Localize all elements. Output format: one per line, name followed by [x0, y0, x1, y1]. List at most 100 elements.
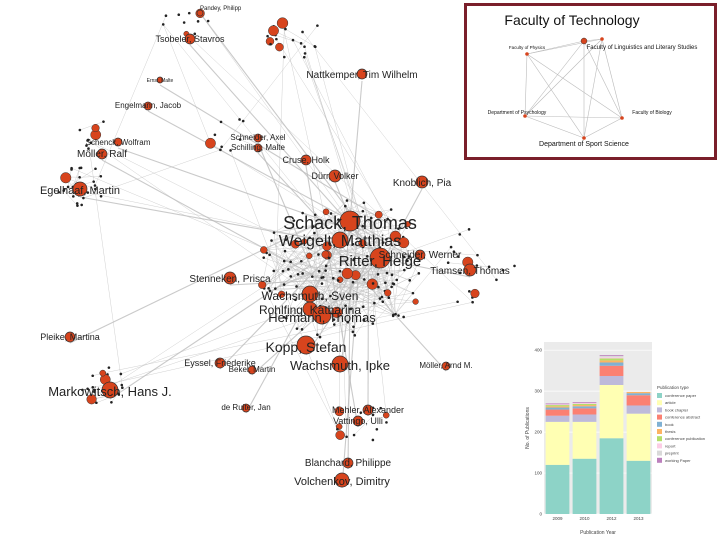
network-node: [389, 230, 402, 243]
network-node: [299, 259, 303, 263]
legend-swatch: [657, 436, 662, 442]
network-node: [96, 148, 108, 160]
network-edge: [374, 303, 387, 416]
legend-swatch: [657, 457, 662, 463]
network-edge: [257, 142, 312, 268]
network-node: [468, 290, 471, 293]
network-node: [283, 249, 287, 253]
network-node: [392, 313, 395, 317]
network-node: [57, 190, 61, 194]
network-node: [317, 253, 320, 256]
network-node-label: Mehler, Alexander: [332, 405, 404, 415]
network-node: [294, 298, 297, 302]
bar-segment: [545, 406, 570, 408]
network-node: [334, 406, 345, 417]
bar-segment: [626, 395, 651, 406]
y-axis-label: No. of Publications: [525, 407, 531, 449]
network-node: [397, 314, 400, 317]
network-edge: [302, 31, 497, 280]
network-node: [308, 236, 311, 240]
network-edge: [87, 139, 337, 313]
bar-segment: [545, 404, 570, 406]
network-edge: [362, 243, 364, 307]
bar-segment: [599, 375, 624, 385]
network-node: [82, 196, 85, 200]
network-node: [220, 145, 223, 149]
faculty-edge: [583, 117, 623, 139]
network-node: [78, 175, 81, 179]
network-node: [64, 331, 76, 343]
network-node: [268, 253, 271, 257]
network-node: [284, 316, 288, 320]
network-node: [317, 269, 321, 273]
network-node: [324, 269, 327, 272]
bar-segment: [545, 421, 570, 465]
network-node-label: Vattingo, Ulli: [333, 416, 383, 426]
network-node: [91, 386, 95, 389]
legend-swatch: [657, 393, 662, 398]
network-node: [458, 233, 462, 236]
network-node: [371, 282, 375, 285]
network-edge: [321, 298, 375, 304]
network-node: [406, 259, 409, 263]
network-edge: [276, 38, 404, 243]
network-edge: [339, 218, 388, 314]
network-node: [362, 201, 366, 205]
bar-segment: [626, 413, 651, 461]
network-node: [270, 239, 273, 242]
network-node: [205, 137, 216, 149]
network-node: [384, 289, 392, 297]
network-node: [70, 166, 73, 170]
network-node: [337, 218, 340, 221]
network-edge: [101, 159, 313, 276]
network-node: [302, 55, 306, 59]
network-node: [86, 191, 90, 194]
network-node: [120, 383, 124, 387]
network-node: [501, 268, 505, 272]
network-node: [341, 267, 353, 280]
network-node: [403, 268, 406, 272]
network-node: [373, 301, 376, 305]
x-tick-label: 2009: [552, 516, 563, 521]
network-node: [346, 320, 350, 324]
network-node: [381, 300, 385, 303]
network-edge: [290, 257, 330, 277]
network-edge: [273, 214, 379, 233]
faculty-edge: [524, 40, 585, 117]
network-node: [408, 255, 411, 258]
network-edge: [395, 246, 452, 315]
network-node: [241, 403, 251, 413]
network-node: [336, 279, 340, 282]
network-node: [359, 411, 363, 414]
network-node: [277, 290, 286, 299]
network-node: [247, 365, 257, 375]
network-node-label: Ritter, Helge: [339, 253, 422, 270]
network-node: [119, 372, 123, 376]
network-edge: [344, 80, 363, 279]
bar-segment: [599, 385, 624, 439]
network-edge: [384, 274, 393, 292]
network-node: [471, 300, 474, 304]
faculty-edge: [526, 38, 603, 55]
network-node-label: Markowitsch, Hans J.: [48, 384, 172, 399]
network-node: [349, 307, 353, 311]
faculty-edge: [524, 115, 585, 139]
network-node-label: Pandey, Philipp: [200, 6, 242, 12]
network-edge: [305, 165, 321, 250]
network-node: [266, 34, 269, 38]
legend-entry: conference abstract: [665, 415, 701, 420]
network-node: [361, 209, 365, 213]
network-node: [320, 276, 324, 279]
network-node: [281, 269, 285, 273]
bar-segment: [599, 355, 624, 358]
x-tick-label: 2012: [606, 516, 617, 521]
network-nodes: [57, 8, 516, 488]
legend-entry: report: [665, 443, 676, 448]
network-node: [287, 268, 290, 271]
network-node-label: Schneider, Werner: [379, 250, 462, 261]
network-node: [395, 278, 399, 282]
network-node: [353, 334, 357, 337]
network-node: [390, 285, 393, 289]
faculty-edge: [601, 38, 623, 119]
